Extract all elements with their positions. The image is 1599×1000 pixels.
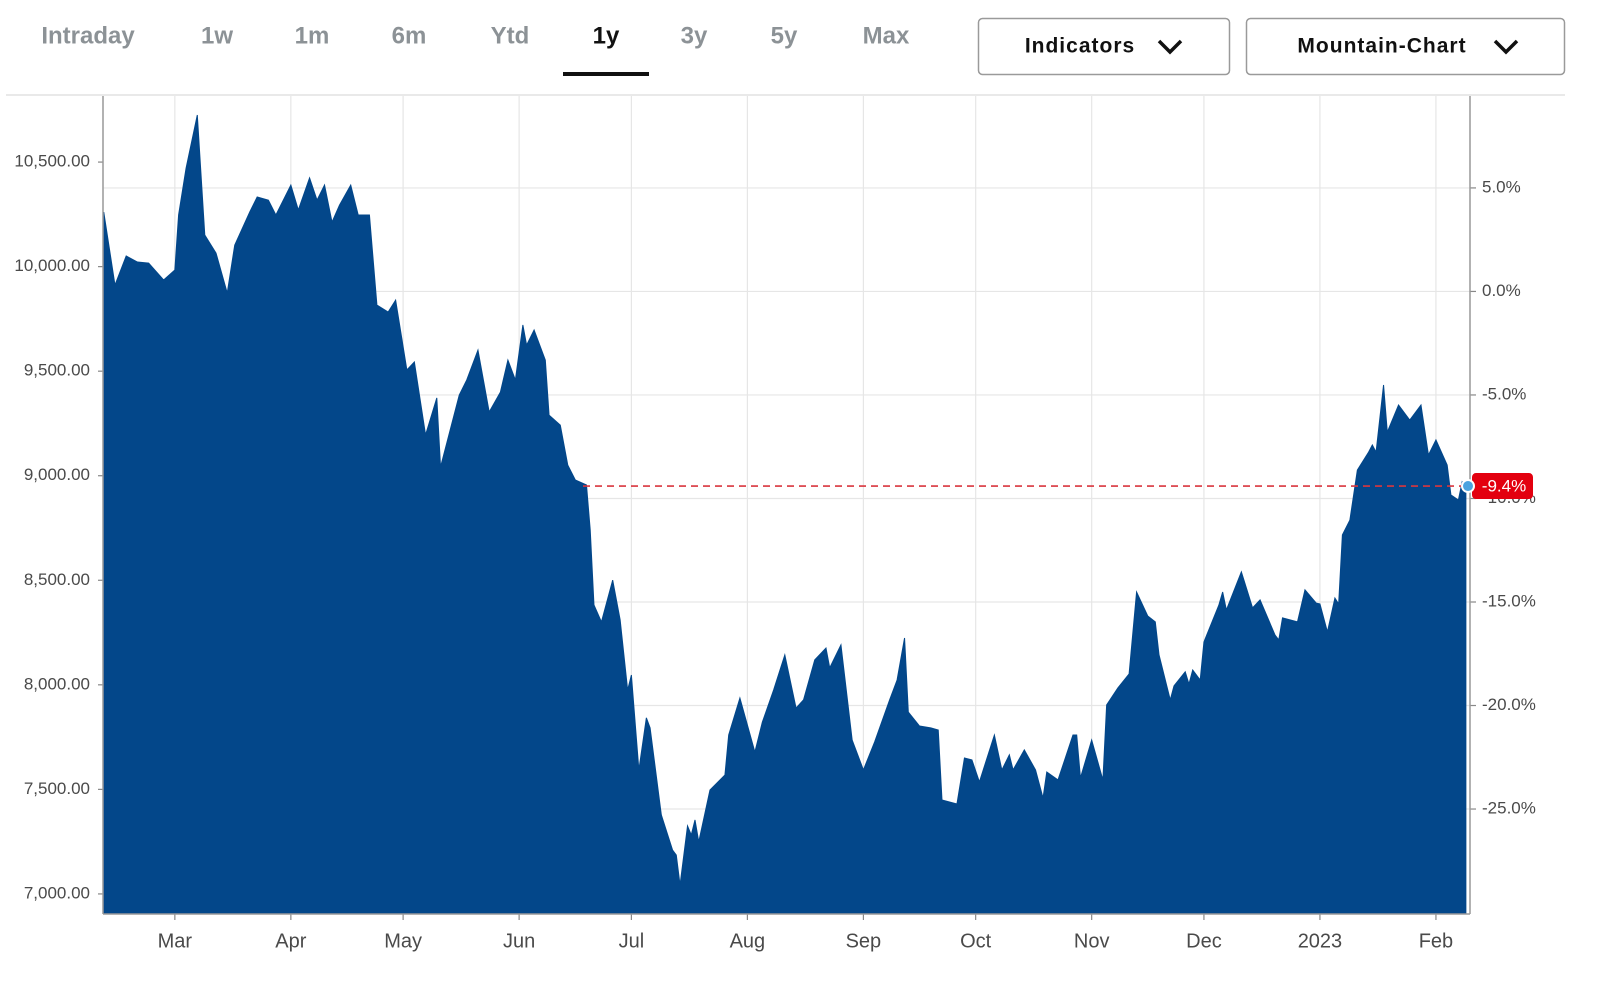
chart-type-button[interactable]: Mountain-Chart [1245,17,1566,76]
x-tick-label: Mar [158,930,193,952]
x-tick-label: Oct [960,930,992,952]
x-tick-label: May [384,930,422,952]
y2-tick-label: -15.0% [1482,591,1536,610]
selected-underline [563,72,649,76]
range-tabs: Intraday 1w 1m 6m Ytd 1y 3y 5y Max [41,22,910,76]
range-tab[interactable]: Max [863,22,910,49]
y-tick-label: 8,000.00 [24,674,90,693]
button-label: Mountain-Chart [1297,35,1466,58]
x-tick-label: Feb [1419,930,1453,952]
range-tab[interactable]: 1y [593,22,620,49]
y2-tick-label: -5.0% [1482,384,1526,403]
last-change-badge [1472,473,1533,500]
button-frame [1245,17,1566,76]
plot: Mar Apr May Jun Jul Aug Sep Oct Nov Dec 2023 Feb 5.0… [14,96,1536,952]
x-tick-label: Apr [275,930,306,952]
y-tick-label: 10,500.00 [14,152,90,171]
last-change-label: -9.4% [1482,477,1526,496]
y-tick-label: 9,500.00 [24,361,90,380]
indicators-button[interactable]: Indicators [977,17,1231,76]
y-tick-label: 8,500.00 [24,570,90,589]
y-tick-label: 7,500.00 [24,779,90,798]
x-tick-label: Jun [503,930,535,952]
range-tab[interactable]: 1w [201,22,233,49]
range-tab[interactable]: Ytd [491,22,530,49]
x-tick-label: Sep [846,930,882,952]
mountain-area [103,114,1467,915]
last-point-dot [1461,479,1475,494]
x-tick-label: Jul [619,930,645,952]
y2-tick-label: -20.0% [1482,695,1536,714]
range-tab[interactable]: 6m [392,22,427,49]
y-tick-label: 9,000.00 [24,465,90,484]
chevron [1157,39,1183,55]
x-tick-label: Nov [1074,930,1110,952]
range-tab[interactable]: Intraday [41,22,135,49]
y-tick-label: 10,000.00 [14,256,90,275]
range-tab[interactable]: 1m [295,22,330,49]
y2-tick-label: 0.0% [1482,281,1521,300]
y-tick-label: 7,000.00 [24,883,90,902]
range-tab[interactable]: 3y [681,22,708,49]
button-label: Indicators [1025,35,1135,58]
range-tab[interactable]: 5y [771,22,798,49]
x-tick-label: Dec [1186,930,1222,952]
x-tick-label: Aug [730,930,766,952]
y2-tick-label: -25.0% [1482,799,1536,818]
chevron [1493,39,1519,55]
button-frame [977,17,1231,76]
y2-tick-label: 5.0% [1482,177,1521,196]
x-tick-label: 2023 [1298,930,1343,952]
